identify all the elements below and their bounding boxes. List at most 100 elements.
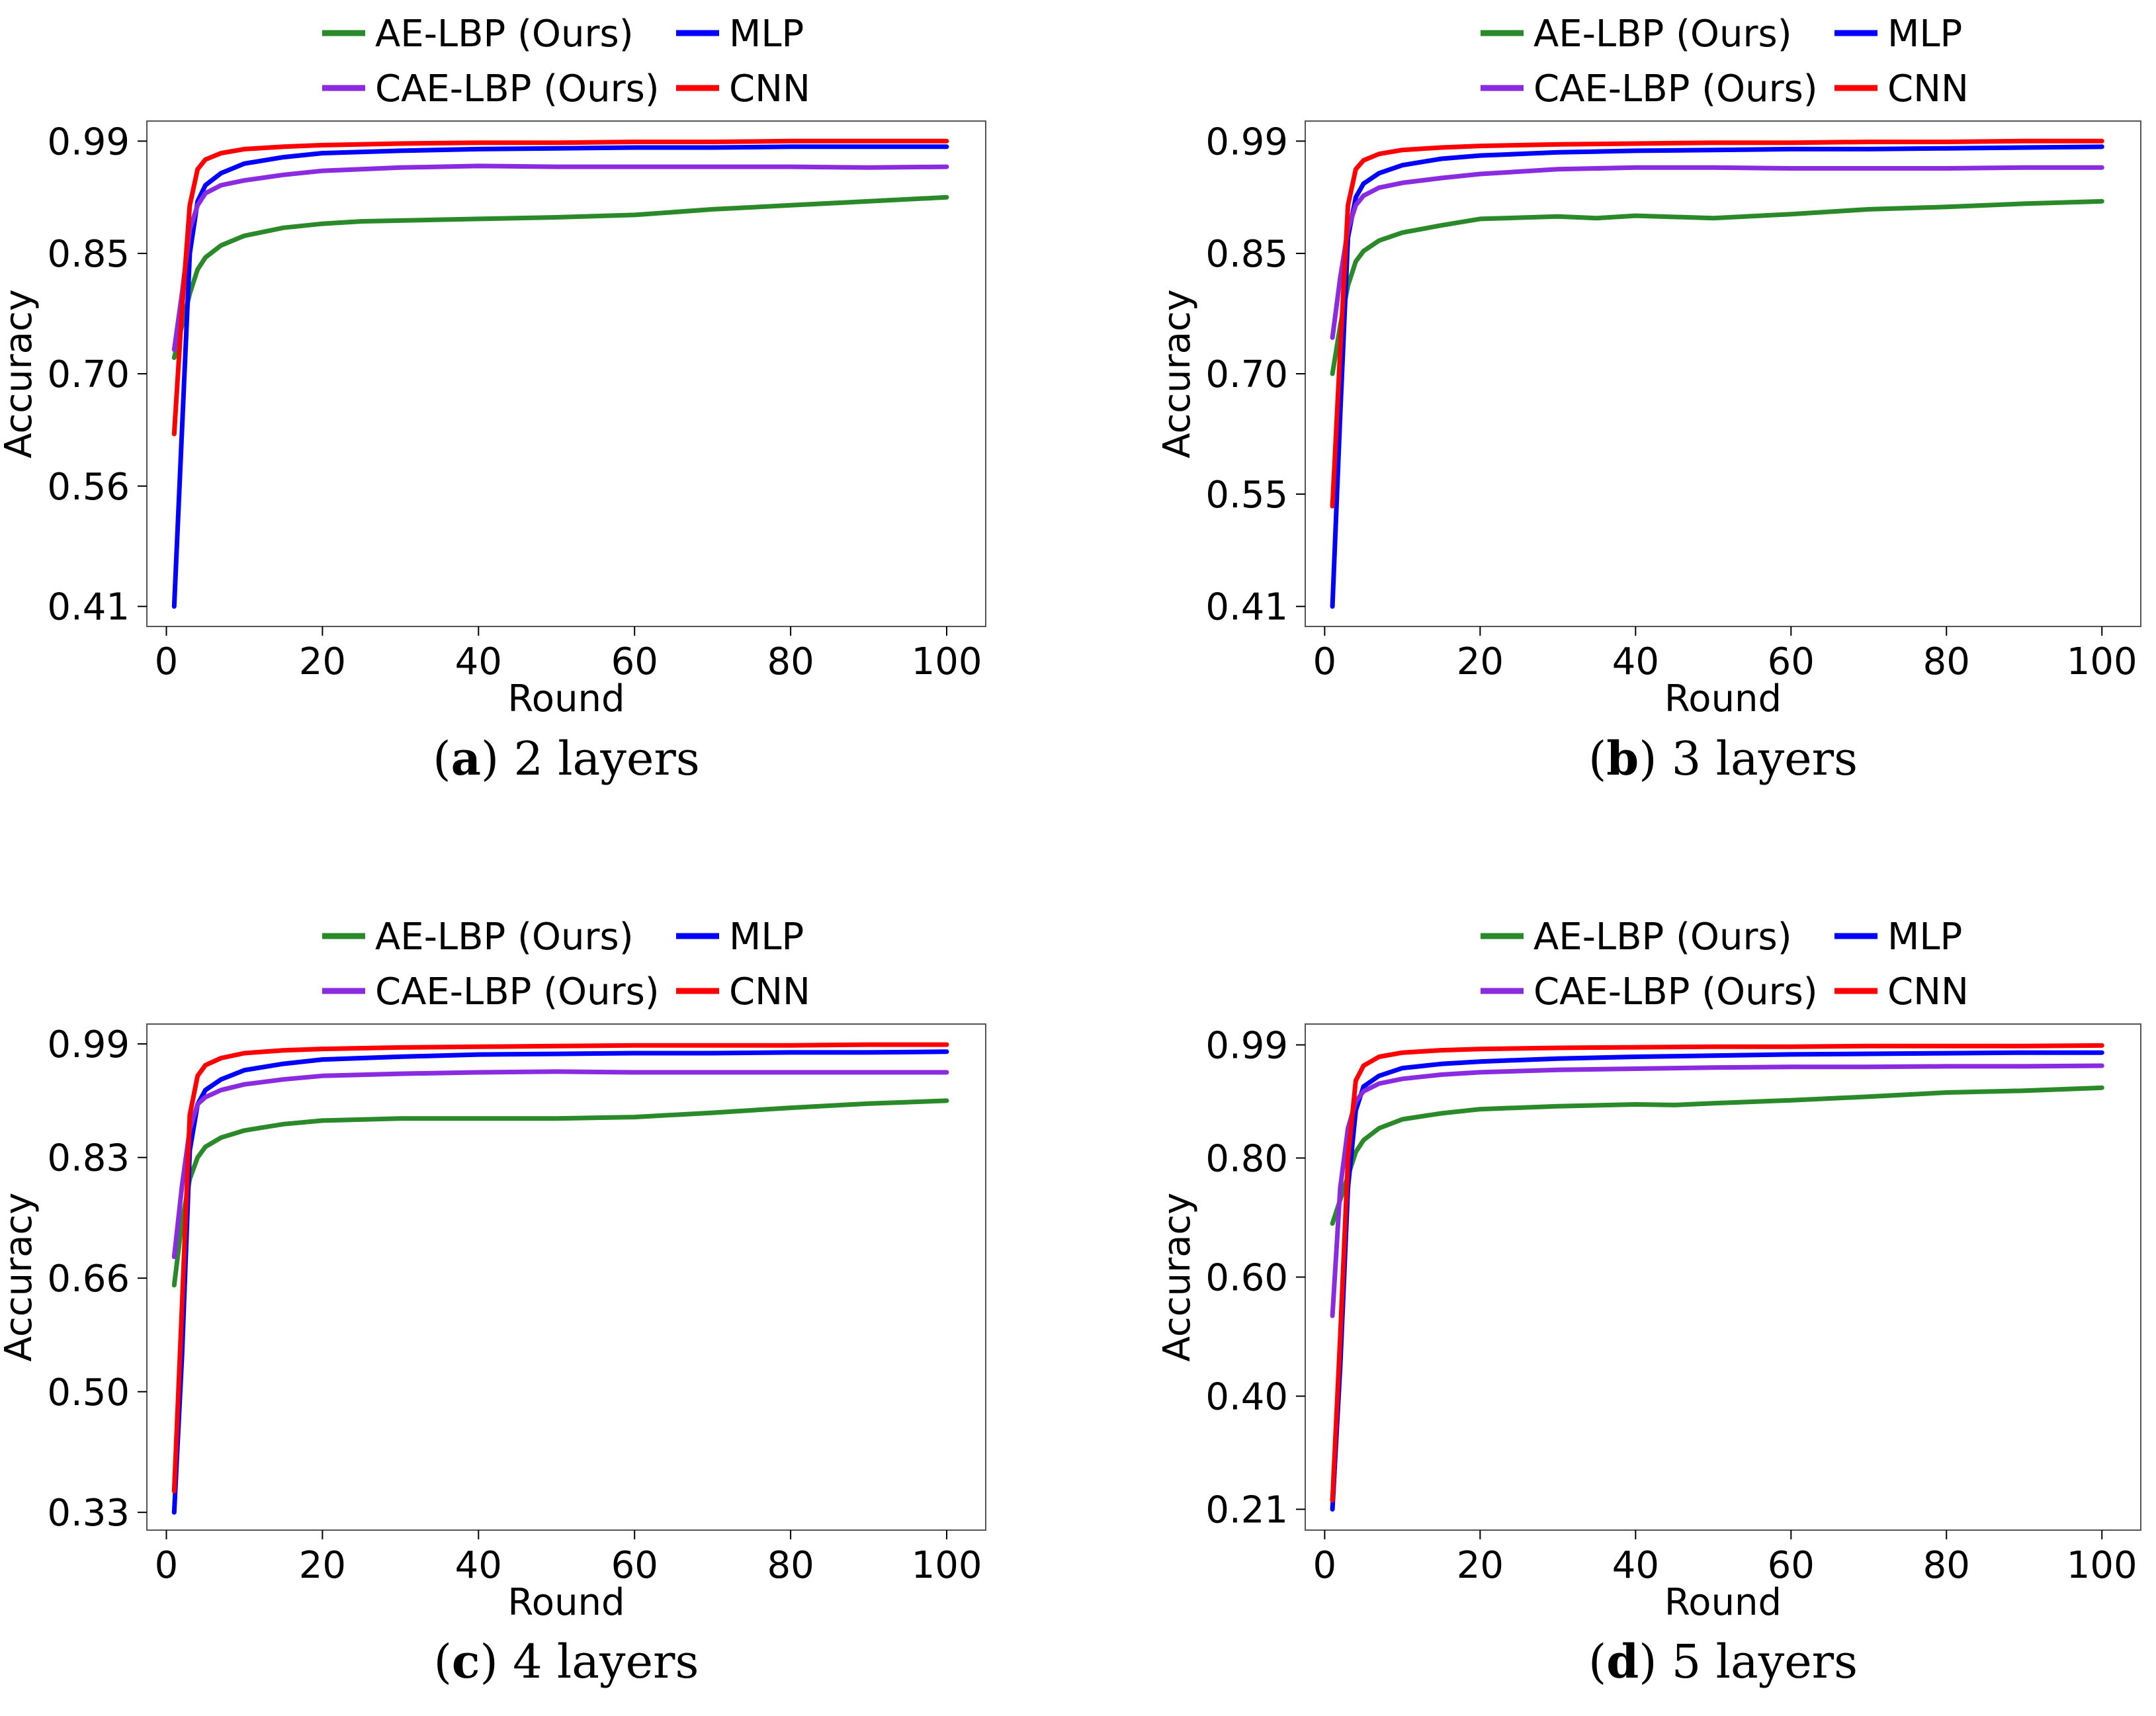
legend-label: AE-LBP (Ours) (1533, 916, 1792, 959)
y-tick-label: 0.85 (47, 233, 130, 276)
x-tick-label: 20 (299, 1544, 346, 1587)
x-tick-label: 80 (767, 1544, 814, 1587)
legend-label: CAE-LBP (Ours) (1533, 970, 1818, 1013)
caption-text: 4 layers (513, 1635, 699, 1689)
plot-frame (146, 1023, 986, 1531)
x-tick-label: 40 (1612, 1544, 1659, 1587)
y-axis-label: Accuracy (1156, 1193, 1199, 1362)
legend-label: AE-LBP (Ours) (375, 13, 634, 56)
legend-label: CAE-LBP (Ours) (1533, 67, 1818, 110)
x-tick-label: 60 (1768, 640, 1815, 683)
series-line-mlp (1330, 1050, 2104, 1512)
x-axis-label: Round (507, 1581, 625, 1624)
x-tick-label: 20 (1457, 640, 1504, 683)
chart-panel-c: 0 20 40 60 80 100 0.33 0.50 0.66 0.83 0.99 Round Acc… (0, 916, 986, 1624)
caption-text: 5 layers (1671, 1635, 1858, 1689)
series-line-cnn (1330, 1043, 2104, 1503)
series-line-ae-lbp-ours (1330, 198, 2104, 376)
caption-label: b (1606, 731, 1639, 786)
y-tick-label: 0.70 (1205, 353, 1288, 396)
y-tick-label: 0.99 (47, 120, 130, 163)
x-tick-label: 60 (611, 640, 658, 683)
x-tick-label: 0 (155, 1544, 179, 1587)
x-tick-label: 100 (2067, 640, 2137, 683)
chart-panel-b: 0 20 40 60 80 100 0.41 0.55 0.70 0.85 0.99 Round Acc… (1156, 13, 2141, 720)
legend-label: AE-LBP (Ours) (1533, 13, 1792, 56)
panel-caption-d: (d) 5 layers (1588, 1634, 1858, 1689)
series-line-ae-lbp-ours (171, 194, 949, 361)
x-tick-label: 0 (155, 640, 179, 683)
y-tick-label: 0.99 (47, 1023, 130, 1066)
x-tick-label: 40 (455, 640, 502, 683)
series-line-ae-lbp-ours (171, 1098, 949, 1288)
caption-label: a (451, 731, 481, 786)
plot-frame (1305, 1023, 2141, 1531)
series-line-cae-lbp-ours (1330, 165, 2104, 340)
series-line-cnn (171, 1042, 949, 1494)
y-tick-label: 0.40 (1205, 1376, 1288, 1419)
x-tick-label: 0 (1313, 1544, 1337, 1587)
y-tick-label: 0.41 (47, 586, 130, 629)
x-tick-label: 60 (611, 1544, 658, 1587)
caption-label: c (451, 1634, 480, 1689)
y-tick-label: 0.83 (47, 1137, 130, 1180)
x-tick-label: 40 (1612, 640, 1659, 683)
x-tick-label: 80 (1923, 1544, 1970, 1587)
x-axis-label: Round (1664, 677, 1782, 720)
series-line-cae-lbp-ours (171, 1069, 949, 1260)
y-tick-label: 0.70 (47, 353, 130, 396)
legend-label: CNN (729, 970, 810, 1013)
x-tick-label: 100 (2067, 1544, 2137, 1587)
y-axis-label: Accuracy (0, 1193, 40, 1362)
legend-label: MLP (729, 916, 804, 959)
panel-caption-a: (a) 2 layers (433, 731, 700, 786)
plot-frame (146, 120, 986, 627)
legend-label: CNN (1887, 970, 1969, 1013)
x-tick-label: 20 (1457, 1544, 1504, 1587)
panel-caption-b: (b) 3 layers (1588, 731, 1858, 786)
legend-label: CNN (729, 67, 810, 110)
x-tick-label: 0 (1313, 640, 1337, 683)
y-tick-label: 0.33 (47, 1492, 130, 1535)
legend-label: MLP (1887, 13, 1962, 56)
x-tick-label: 80 (1923, 640, 1970, 683)
x-axis-label: Round (1664, 1581, 1782, 1624)
y-tick-label: 0.99 (1205, 1025, 1288, 1068)
x-axis-label: Round (507, 677, 625, 720)
chart-panel-a: 0 20 40 60 80 100 0.41 0.56 0.70 0.85 0.99 Round Acc… (0, 13, 986, 720)
y-tick-label: 0.66 (47, 1258, 130, 1301)
x-tick-label: 20 (299, 640, 346, 683)
y-axis-label: Accuracy (0, 289, 40, 458)
legend-label: CNN (1887, 67, 1969, 110)
chart-panel-d: 0 20 40 60 80 100 0.21 0.40 0.60 0.80 0.99 Round Acc… (1156, 916, 2141, 1624)
y-tick-label: 0.55 (1205, 474, 1288, 517)
series-line-cnn (171, 138, 949, 437)
series-line-cae-lbp-ours (171, 163, 949, 353)
x-tick-label: 100 (912, 640, 982, 683)
series-line-mlp (171, 1049, 949, 1515)
y-tick-label: 0.21 (1205, 1489, 1288, 1532)
x-tick-label: 80 (767, 640, 814, 683)
caption-text: 2 layers (513, 732, 700, 786)
plot-frame (1305, 120, 2141, 627)
x-tick-label: 60 (1768, 1544, 1815, 1587)
caption-label: d (1606, 1634, 1639, 1689)
series-line-ae-lbp-ours (1330, 1085, 2104, 1226)
y-tick-label: 0.50 (47, 1371, 130, 1414)
legend-label: CAE-LBP (Ours) (375, 970, 660, 1013)
y-tick-label: 0.99 (1205, 120, 1288, 163)
legend-label: AE-LBP (Ours) (375, 916, 634, 959)
legend-label: CAE-LBP (Ours) (375, 67, 660, 110)
y-tick-label: 0.80 (1205, 1138, 1288, 1181)
y-tick-label: 0.56 (47, 466, 130, 509)
caption-text: 3 layers (1671, 732, 1858, 786)
y-tick-label: 0.41 (1205, 586, 1288, 629)
x-tick-label: 100 (912, 1544, 982, 1587)
legend-label: MLP (729, 13, 804, 56)
y-tick-label: 0.60 (1205, 1257, 1288, 1300)
series-line-cnn (1330, 138, 2104, 509)
y-tick-label: 0.85 (1205, 233, 1288, 276)
x-tick-label: 40 (455, 1544, 502, 1587)
y-axis-label: Accuracy (1156, 289, 1199, 458)
